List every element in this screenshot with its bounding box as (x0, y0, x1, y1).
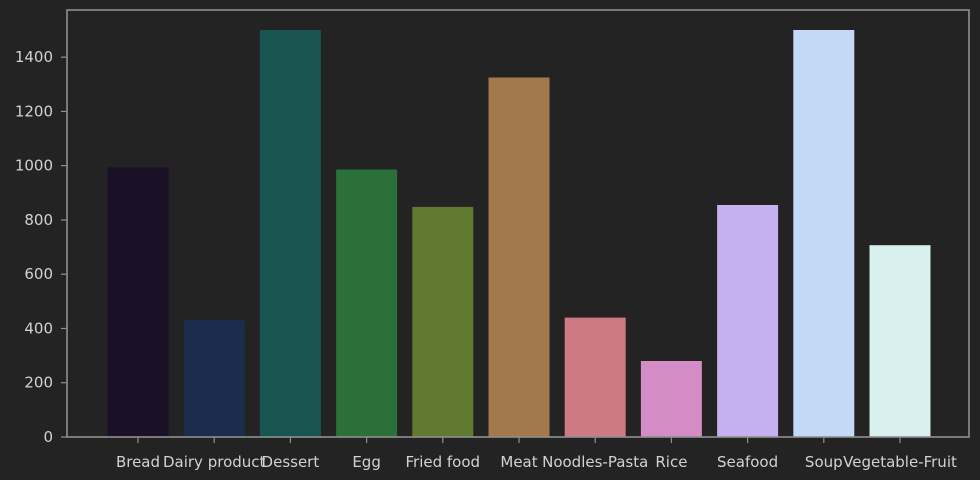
x-tick-label-egg: Egg (352, 453, 381, 471)
y-tick-label-200: 200 (24, 374, 53, 392)
x-tick-label-meat: Meat (500, 453, 537, 471)
x-tick-label-bread: Bread (116, 453, 160, 471)
bars-group (107, 30, 931, 438)
bar-dairy-product (183, 320, 245, 437)
bar-meat (488, 77, 550, 437)
bar-dessert (259, 30, 321, 437)
bar-soup (793, 30, 855, 437)
x-tick-label-soup: Soup (805, 453, 843, 471)
bar-rice (640, 361, 702, 437)
y-tick-label-1400: 1400 (15, 48, 53, 66)
y-tick-label-1200: 1200 (15, 102, 53, 120)
y-axis: 0 200 400 600 800 1000 1200 1400 (15, 48, 67, 446)
y-tick-label-600: 600 (24, 265, 53, 283)
bar-vegetable-fruit (869, 245, 931, 437)
y-tick-label-800: 800 (24, 211, 53, 229)
bar-fried-food (412, 206, 474, 437)
x-tick-label-noodles-pasta: Noodles-Pasta (542, 453, 648, 471)
y-tick-label-1000: 1000 (15, 157, 53, 175)
plot-frame (66, 9, 970, 438)
x-tick-label-rice: Rice (655, 453, 687, 471)
x-tick-label-fried-food: Fried food (406, 453, 481, 471)
bar-egg (336, 169, 398, 437)
bar-seafood (717, 205, 779, 437)
bar-bread (107, 167, 169, 438)
x-tick-label-dairy-product: Dairy product (163, 453, 266, 471)
y-tick-label-400: 400 (24, 319, 53, 337)
x-tick-label-vegetable-fruit: Vegetable-Fruit (843, 453, 957, 471)
x-tick-label-dessert: Dessert (262, 453, 320, 471)
bar-noodles-pasta (564, 317, 626, 437)
x-tick-label-seafood: Seafood (717, 453, 778, 471)
y-tick-label-0: 0 (43, 428, 53, 446)
